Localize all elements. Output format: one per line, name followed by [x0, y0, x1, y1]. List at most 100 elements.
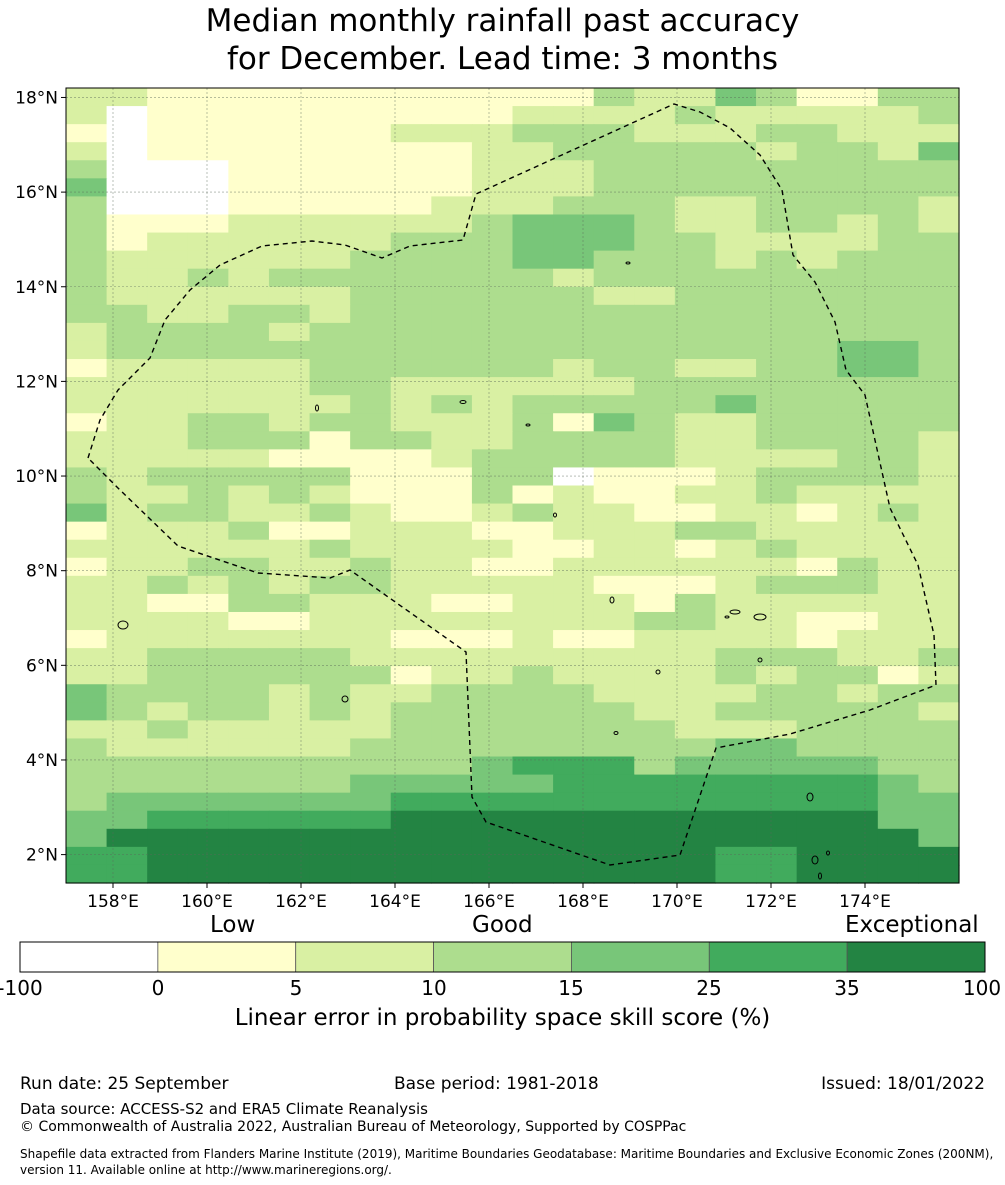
skill-cell — [268, 539, 311, 559]
skill-cell — [147, 142, 189, 161]
island-outline — [613, 731, 619, 735]
skill-cell — [106, 575, 148, 595]
skill-cell — [918, 485, 960, 505]
skill-cell — [512, 485, 554, 505]
skill-cell — [756, 196, 798, 216]
skill-cell — [66, 431, 108, 450]
skill-cell — [674, 557, 717, 577]
skill-cell — [674, 286, 717, 306]
skill-cell — [350, 467, 392, 487]
skill-cell — [390, 449, 432, 469]
skill-cell — [674, 648, 717, 667]
skill-cell — [66, 593, 108, 613]
skill-cell — [715, 124, 757, 143]
skill-cell — [350, 413, 392, 432]
skill-cell — [309, 232, 351, 252]
x-tick-label: 174°E — [839, 892, 891, 912]
skill-cell — [66, 864, 108, 884]
skill-cell — [756, 810, 798, 830]
skill-cell — [147, 792, 189, 812]
skill-cell — [106, 756, 148, 776]
skill-cell — [106, 286, 148, 306]
skill-cell — [877, 286, 920, 306]
skill-cell — [106, 521, 148, 541]
skill-cell — [106, 124, 148, 143]
skill-cell — [796, 449, 838, 469]
skill-cell — [431, 340, 473, 360]
skill-cell — [309, 359, 351, 378]
skill-cell — [309, 268, 351, 288]
skill-cell — [106, 322, 148, 342]
skill-cell — [918, 720, 960, 740]
skill-cell — [918, 142, 960, 161]
skill-cell — [634, 304, 676, 324]
skill-cell — [593, 630, 635, 649]
skill-cell — [309, 774, 351, 794]
skill-cell — [715, 250, 757, 270]
skill-cell — [796, 395, 838, 414]
skill-cell — [106, 792, 148, 812]
skill-cell — [350, 810, 392, 830]
skill-cell — [593, 503, 635, 523]
skill-cell — [756, 431, 798, 450]
skill-cell — [674, 467, 717, 487]
colorbar — [19, 941, 986, 973]
skill-cell — [187, 756, 229, 776]
skill-cell — [796, 684, 838, 703]
skill-cell — [634, 268, 676, 288]
skill-cell — [106, 539, 148, 559]
skill-cell — [796, 467, 838, 487]
skill-cell — [147, 611, 189, 631]
skill-cell — [796, 485, 838, 505]
skill-cell — [512, 214, 554, 234]
skill-cell — [796, 593, 838, 613]
skill-cell — [228, 214, 270, 234]
skill-cell — [918, 756, 960, 776]
skill-cell — [390, 124, 432, 143]
map-figure: 158°E 160°E 162°E 164°E 166°E 168°E 170°E 172°E… — [15, 87, 986, 973]
skill-cell — [756, 792, 798, 812]
skill-cell — [309, 684, 351, 703]
skill-cell — [66, 304, 108, 324]
skill-cell — [187, 485, 229, 505]
skill-cell — [674, 864, 717, 884]
skill-cell — [147, 377, 189, 396]
skill-cell — [877, 196, 920, 216]
skill-cell — [877, 521, 920, 541]
skill-cell — [593, 467, 635, 487]
skill-cell — [268, 828, 311, 848]
skill-cell — [512, 557, 554, 577]
skill-cell — [593, 557, 635, 577]
skill-cell — [268, 196, 311, 216]
skill-cell — [553, 846, 595, 866]
skill-cell — [309, 485, 351, 505]
skill-cell — [715, 630, 757, 649]
skill-cell — [66, 196, 108, 216]
skill-cell — [756, 377, 798, 396]
skill-cell — [228, 359, 270, 378]
skill-cell — [593, 106, 635, 125]
skill-cell — [431, 630, 473, 649]
skill-cell — [512, 232, 554, 252]
skill-cell — [634, 106, 676, 125]
skill-cell — [187, 521, 229, 541]
skill-cell — [471, 214, 514, 234]
skill-cell — [187, 648, 229, 667]
skill-cell — [187, 142, 229, 161]
skill-cell — [471, 106, 514, 125]
colorbar-tick: 35 — [834, 976, 860, 1000]
skill-cell — [918, 286, 960, 306]
skill-cell — [553, 864, 595, 884]
skill-cell — [593, 359, 635, 378]
skill-cell — [228, 611, 270, 631]
skill-cell — [147, 449, 189, 469]
skill-cell — [837, 666, 879, 685]
skill-cell — [796, 304, 838, 324]
skill-cell — [268, 142, 311, 161]
skill-cell — [512, 449, 554, 469]
skill-cell — [106, 160, 148, 179]
skill-cell — [796, 810, 838, 830]
skill-cell — [471, 250, 514, 270]
skill-cell — [553, 322, 595, 342]
skill-cell — [106, 413, 148, 432]
